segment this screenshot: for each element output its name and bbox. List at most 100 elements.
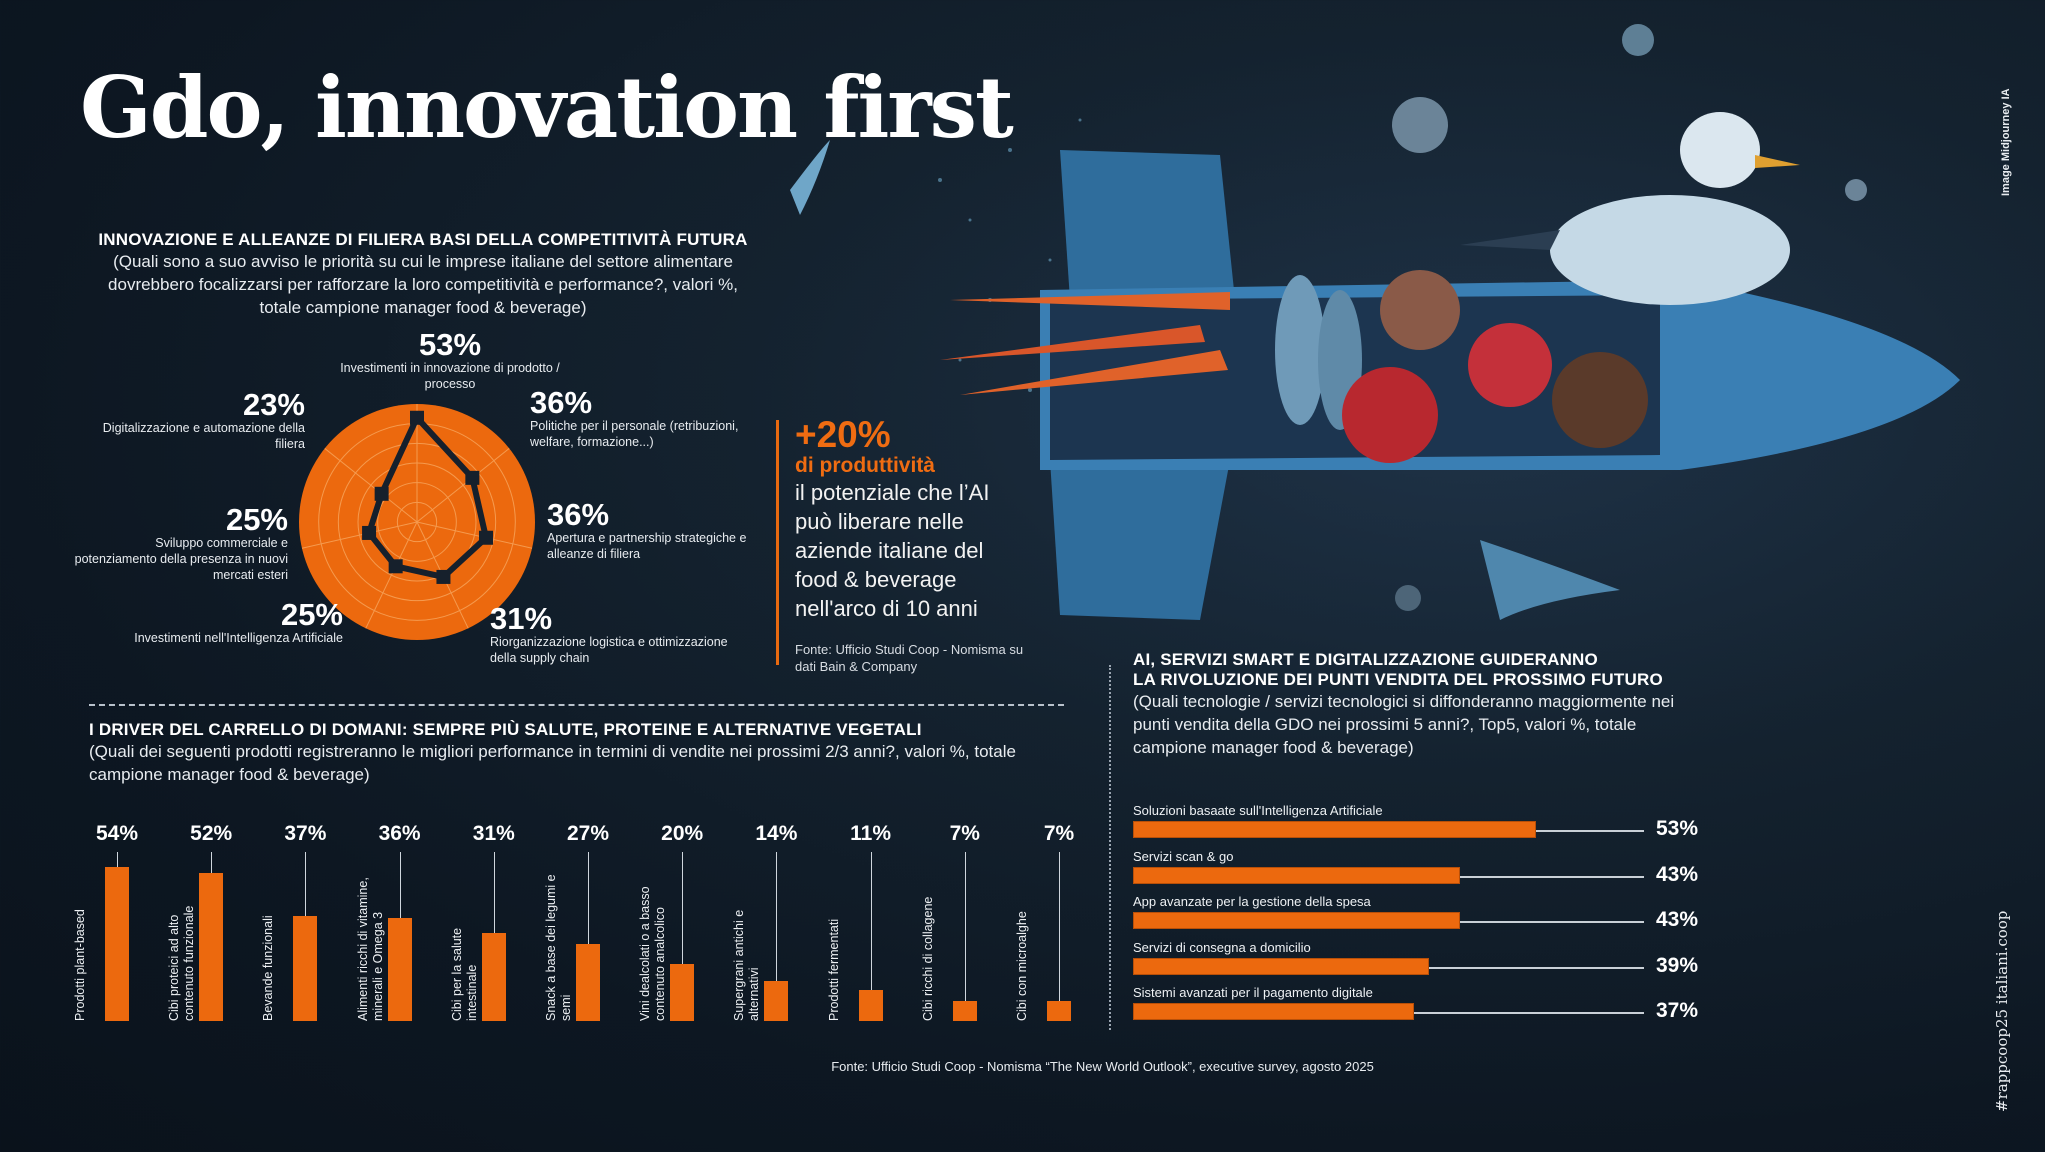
floating-rocks-decoration: [790, 24, 1867, 620]
radar-point: [465, 470, 480, 485]
hbar-value-label: 37%: [1656, 999, 1699, 1022]
hbar-category-label: Servizi scan & go: [1133, 848, 1234, 864]
radar-label: 25% Sviluppo commerciale e potenziamento …: [70, 502, 288, 583]
radar-category: Investimenti nell'Intelligenza Artificia…: [134, 631, 343, 645]
radar-heading: INNOVAZIONE E ALLEANZE DI FILIERA BASI D…: [98, 230, 748, 249]
bar-category-label: Bevande funzionali: [261, 915, 276, 1021]
bar: [576, 944, 600, 1021]
bar-category-label: Cibi proteici ad alto contenuto funziona…: [167, 905, 197, 1021]
radar-axis: [301, 521, 418, 549]
bar-value-label: 37%: [284, 822, 327, 845]
radar-label: 25% Investimenti nell'Intelligenza Artifi…: [88, 597, 343, 646]
bar-category-label: Prodotti fermentati: [826, 918, 841, 1021]
hbar: [1133, 1003, 1415, 1020]
hbar: [1133, 866, 1460, 884]
hbars-section-header: AI, SERVIZI SMART E DIGITALIZZAZIONE GUI…: [1133, 650, 1713, 759]
hbar: [1133, 821, 1536, 838]
radar-label: 31% Riorganizzazione logistica e ottimizz…: [490, 601, 730, 666]
bar: [764, 981, 789, 1021]
bar-category-label: Cibi con microalghe: [1015, 911, 1029, 1021]
radar-category: Sviluppo commerciale e potenziamento del…: [74, 536, 288, 582]
callout-source: Fonte: Ufficio Studi Coop - Nomisma su d…: [795, 642, 1024, 674]
radar-value: 25%: [280, 597, 343, 632]
bar-leader-line: [117, 852, 118, 868]
bar-leader-line: [305, 852, 307, 916]
hbars-question: (Quali tecnologie / servizi tecnologici …: [1133, 692, 1675, 757]
bar-category-label: Snack a base dei legumi e semi: [544, 874, 573, 1021]
hbar-value-label: 39%: [1656, 953, 1699, 977]
hbar-category-label: Sistemi avanzati per il pagamento digita…: [1133, 985, 1373, 1000]
hbar-category-label: App avanzate per la gestione della spesa: [1133, 894, 1371, 909]
callout-accent-line: [776, 420, 779, 665]
bar: [670, 964, 695, 1021]
radar-value: 31%: [490, 601, 553, 636]
bar-category-label: Alimenti ricchi di vitamine, minerali e …: [355, 877, 385, 1021]
hbar-leader-line: [1535, 830, 1644, 832]
hbar-leader-line: [1459, 875, 1644, 878]
hbar-value-label: 53%: [1656, 817, 1699, 840]
radar-category: Riorganizzazione logistica e ottimizzazi…: [490, 635, 728, 665]
radar-label: 23% Digitalizzazione e automazione della …: [100, 387, 305, 452]
hbars-heading-line2: LA RIVOLUZIONE DEI PUNTI VENDITA DEL PRO…: [1133, 670, 1663, 689]
bar-value-label: 27%: [566, 822, 610, 845]
hbar-leader-line: [1414, 1012, 1644, 1014]
bar-value-label: 14%: [755, 822, 798, 845]
bar-leader-line: [1059, 852, 1060, 1002]
image-credit: Image Midjourney IA: [2000, 88, 2012, 196]
bar: [199, 872, 224, 1021]
bar-leader-line: [399, 852, 401, 919]
bar: [387, 918, 412, 1021]
radar-category: Politiche per il personale (retribuzioni…: [530, 419, 739, 449]
radar-value: 25%: [225, 502, 288, 537]
bars-question: (Quali dei seguenti prodotti registreran…: [89, 742, 1016, 784]
bar-category-label: Cibi per la salute intestinale: [449, 927, 479, 1021]
bars-section-header: I DRIVER DEL CARRELLO DI DOMANI: SEMPRE …: [89, 720, 1069, 786]
radar-question: (Quali sono a suo avviso le priorità su …: [108, 252, 738, 317]
hbar-leader-line: [1459, 921, 1644, 923]
radar-value: 36%: [547, 497, 610, 532]
callout-percentage: +20%: [795, 414, 891, 455]
radar-axis: [365, 521, 418, 629]
bar-value-label: 7%: [949, 822, 980, 845]
bar: [858, 989, 883, 1021]
radar-point: [362, 525, 377, 540]
footer-source: Fonte: Ufficio Studi Coop - Nomisma “The…: [831, 1059, 1374, 1074]
bar-value-label: 54%: [95, 822, 139, 845]
radar-value: 53%: [418, 327, 482, 362]
bar: [293, 915, 318, 1021]
bar-leader-line: [870, 852, 872, 990]
radar-axis: [324, 448, 418, 523]
bar-leader-line: [682, 852, 684, 964]
radar-section-header: INNOVAZIONE E ALLEANZE DI FILIERA BASI D…: [89, 230, 757, 319]
bar-value-label: 52%: [190, 822, 233, 845]
bar-value-label: 36%: [378, 822, 421, 845]
bar-value-label: 20%: [661, 822, 704, 845]
page-title: Gdo, innovation first: [80, 58, 1014, 157]
radar-value: 23%: [242, 387, 305, 422]
radar-point: [479, 530, 494, 545]
radar-axis: [416, 448, 510, 523]
radar-category: Digitalizzazione e automazione della fil…: [102, 421, 305, 451]
bar-category-label: Supergrani antichi e alternativi: [732, 909, 762, 1021]
bar-category-label: Cibi ricchi di collagene: [920, 896, 935, 1021]
bar: [952, 1001, 977, 1021]
callout-text: il potenziale che l’AI può liberare nell…: [795, 480, 990, 621]
callout-subtitle: di produttività: [795, 454, 935, 477]
bar: [481, 932, 506, 1021]
radar-label: 36% Politiche per il personale (retribuzi…: [530, 387, 770, 450]
hbars-heading-line1: AI, SERVIZI SMART E DIGITALIZZAZIONE GUI…: [1133, 650, 1598, 669]
radar-chart: [299, 404, 535, 640]
bar-leader-line: [493, 852, 495, 933]
radar-label: 53% Investimenti in innovazione di prodot…: [330, 327, 570, 392]
bar-category-label: Vini dealcolati o a basso contenuto anal…: [638, 886, 668, 1021]
hbar-category-label: Servizi di consegna a domicilio: [1133, 939, 1311, 955]
bar: [1047, 1001, 1071, 1021]
radar-category: Apertura e partnership strategiche e all…: [547, 531, 747, 561]
radar-point: [374, 486, 389, 501]
hbar-value-label: 43%: [1656, 908, 1699, 931]
hbar: [1133, 912, 1460, 929]
bar: [105, 867, 129, 1021]
bar-value-label: 31%: [472, 822, 515, 845]
radar-point: [436, 569, 451, 584]
radar-category: Investimenti in innovazione di prodotto …: [340, 361, 560, 391]
